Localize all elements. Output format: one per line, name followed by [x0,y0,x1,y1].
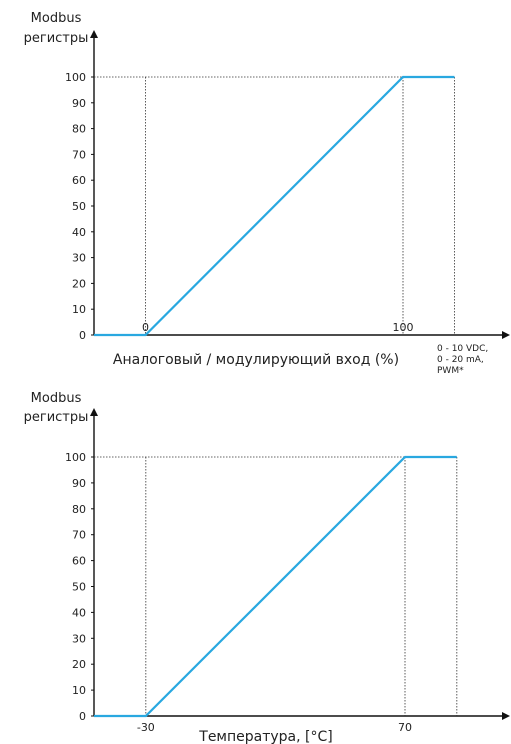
y-tick-label: 60 [72,555,86,568]
y-axis-title-line: регистры [24,410,89,425]
y-tick-label: 20 [72,277,86,290]
y-tick-label: 80 [72,503,86,516]
y-tick-label: 80 [72,123,86,136]
series-line [94,455,457,718]
x-tick-label: 0 [142,321,149,334]
y-tick-label: 0 [79,710,86,723]
x-axis-title: Аналоговый / модулирующий вход (%) [113,352,399,368]
chart-2: Modbus регистры 0 10 20 30 40 50 60 70 80 90 100 -30 7… [24,391,510,744]
series-line [94,75,455,337]
y-axis-title-line: Modbus [31,391,82,406]
y-tick-label: 60 [72,174,86,187]
y-tick-label: 0 [79,329,86,342]
y-tick-label: 70 [72,529,86,542]
y-tick-label: 100 [65,71,86,84]
y-tick-label: 70 [72,148,86,161]
y-tick-label: 50 [72,581,86,594]
y-tick-label: 20 [72,658,86,671]
x-tick-label: -30 [137,721,155,734]
y-axis-title-line: Modbus [31,11,82,26]
y-tick-label: 90 [72,477,86,490]
y-tick-label: 40 [72,606,86,619]
chart-1: Modbus регистры 0 10 20 30 40 50 60 70 80 90 100 0 100… [24,11,510,376]
y-tick-label: 30 [72,632,86,645]
y-tick-label: 10 [72,303,86,316]
y-tick-label: 100 [65,451,86,464]
x-axis-note-line: 0 - 20 mA, [437,355,484,365]
y-axis-title-line: регистры [24,31,89,46]
y-tick-label: 50 [72,200,86,213]
x-axis-title: Температура, [°C] [198,729,332,744]
y-tick-label: 30 [72,252,86,265]
x-axis-note-line: 0 - 10 VDC, [437,344,488,354]
x-tick-label: 100 [393,321,414,334]
y-tick-label: 10 [72,684,86,697]
x-axis-note-line: PWM* [437,366,464,376]
x-tick-label: 70 [398,721,412,734]
y-tick-label: 40 [72,226,86,239]
y-tick-label: 90 [72,97,86,110]
